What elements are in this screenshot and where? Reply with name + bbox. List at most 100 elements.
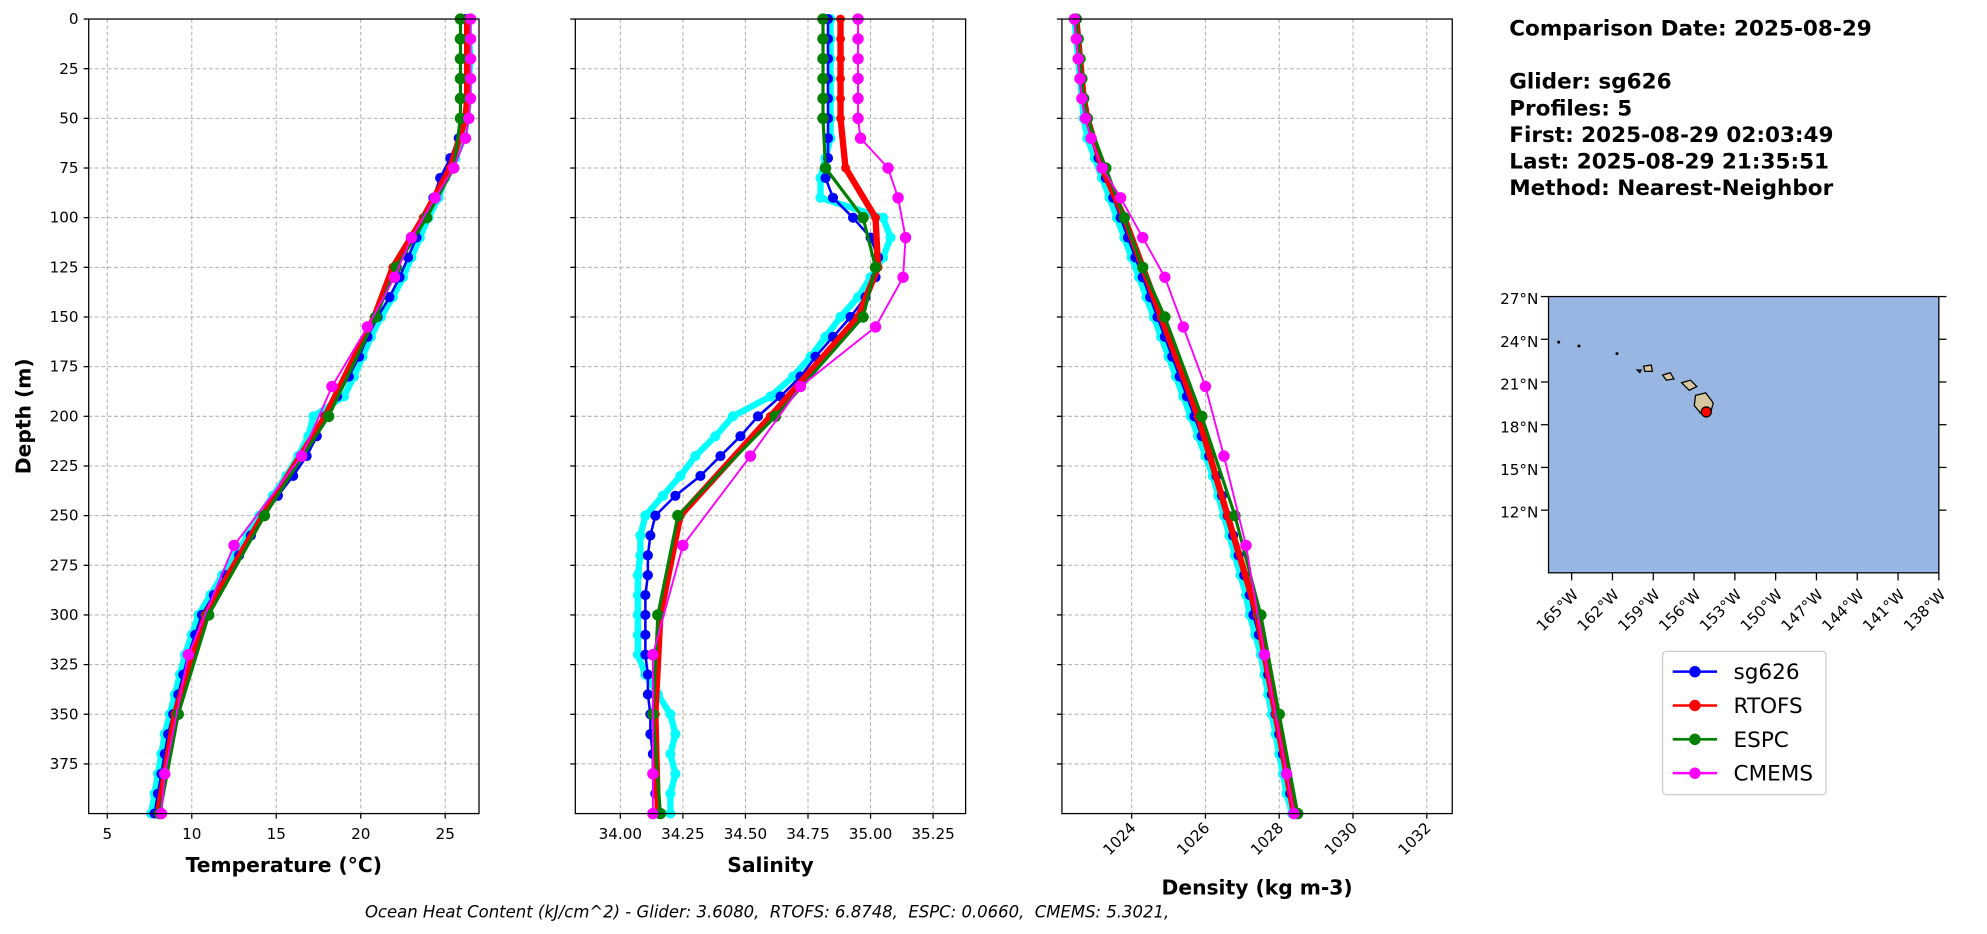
profile-point [665,709,676,720]
x-tick-label: 1028 [1247,819,1287,859]
profile-point [854,132,867,144]
profile-point [447,162,460,174]
profile-point [647,768,659,780]
profile-point [1096,162,1108,174]
y-tick-label: 18°N [1500,418,1538,436]
profile-point [836,74,845,84]
profile-point [836,34,845,44]
profile-point [665,788,676,799]
profile-point [882,162,894,174]
island [1557,340,1561,344]
profile-point [632,609,643,621]
x-tick-label: 156°W [1655,586,1704,635]
island [1661,371,1676,381]
x-tick-label: 10 [182,825,201,843]
legend-marker [1689,767,1701,779]
profile-point [1159,271,1171,283]
profile-point [1085,132,1097,144]
y-tick-label: 150 [50,308,79,326]
map-frame [1547,295,1940,574]
legend-marker [1689,665,1701,678]
profile-point [642,669,653,680]
profile-point [735,431,746,442]
x-tick-label: 35.25 [911,825,954,843]
legend-label: sg626 [1734,660,1800,685]
footer: Ocean Heat Content (kJ/cm^2) - Glider: 3… [365,902,1169,921]
x-tick-label: 1026 [1173,819,1213,859]
profile-point [642,550,653,561]
profile-point [794,380,807,393]
profile-point [672,509,684,522]
profile-point [429,192,441,204]
y-axis-label: Depth (m) [11,358,35,474]
profile-point [710,431,721,442]
y-tick-label: 50 [59,109,78,127]
map-ocean [1548,296,1939,573]
profile-point [632,570,643,581]
profile-point [817,92,829,105]
profile-point [820,172,831,184]
x-tick-label: 25 [436,825,455,843]
glider-position [1700,406,1712,418]
profile-point [632,590,643,601]
x-tick-label: 144°W [1818,586,1867,635]
info-line: Method: Nearest-Neighbor [1509,176,1833,201]
info-line: Profiles: 5 [1509,96,1632,121]
info-line: Last: 2025-08-29 21:35:51 [1509,150,1829,175]
island [1615,352,1619,356]
x-tick-label: 162°W [1574,586,1623,635]
y-tick-label: 250 [50,507,79,525]
y-tick-label: 275 [50,556,79,574]
profile-point [670,729,681,740]
profile-point [752,411,764,422]
profile-point [847,212,859,223]
y-tick-label: 15°N [1500,461,1538,479]
profile-point [454,92,467,105]
profile-point [1258,648,1271,661]
profile-point [1074,72,1086,85]
legend-box [1661,650,1827,796]
profile-point [228,539,240,552]
profile-point [1072,53,1084,65]
y-tick-label: 200 [50,407,79,425]
profile-point [836,113,845,123]
info-line: Glider: sg626 [1509,70,1671,95]
profile-point [1070,33,1083,45]
profile-point [695,470,706,481]
island [1642,364,1654,372]
axes-frame [88,18,480,815]
x-tick-label: 1032 [1395,819,1435,859]
y-tick-label: 27°N [1500,290,1538,308]
profile-point [819,162,832,174]
profile-point [1240,539,1252,552]
profile-point [744,450,757,462]
profile-point [635,550,646,561]
island [1577,344,1581,348]
profile-point [464,53,477,65]
y-tick-label: 0 [69,10,79,28]
x-tick-label: 34.75 [786,825,829,843]
profile-point [677,539,689,552]
x-tick-label: 34.25 [661,825,704,843]
profile-point [1196,410,1208,423]
profile-point [852,112,864,125]
profile-point [384,292,395,303]
y-tick-label: 100 [50,209,79,227]
x-tick-label: 165°W [1533,586,1582,635]
profile-point [632,629,643,640]
y-tick-label: 300 [50,606,79,624]
profile-point [647,648,659,661]
y-tick-label: 175 [50,358,79,376]
profile-point [820,331,831,342]
profile-point [675,470,686,481]
profile-point [815,192,826,203]
x-tick-label: 138°W [1900,586,1949,635]
legend-label: CMEMS [1734,762,1813,787]
profile-point [642,689,653,700]
profile-point [769,410,782,423]
y-tick-label: 125 [50,258,79,276]
x-axis-label: Salinity [727,853,813,877]
x-tick-label: 1030 [1321,819,1361,859]
profile-point [1159,311,1171,323]
profile-point [657,490,668,501]
